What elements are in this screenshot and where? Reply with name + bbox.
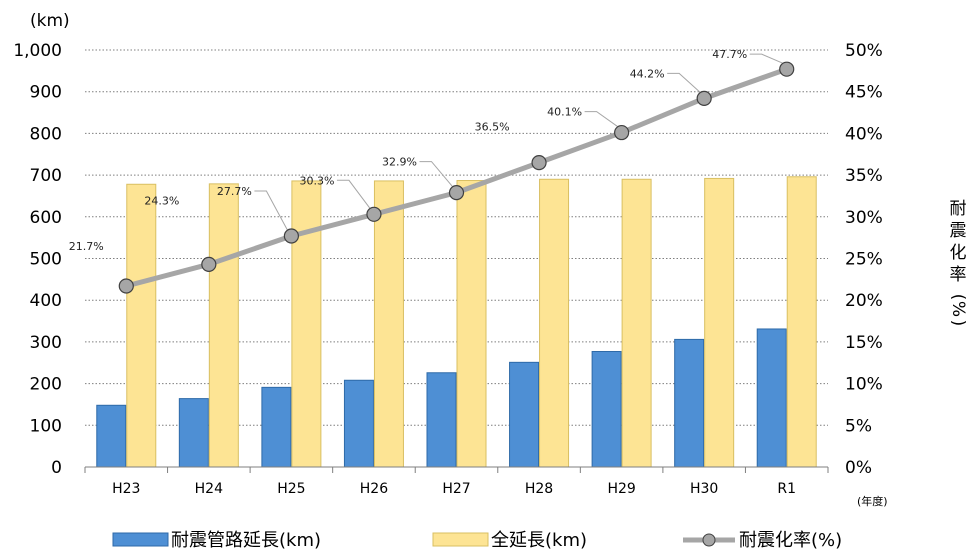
legend-label-rate: 耐震化率(%) xyxy=(739,530,842,551)
y2-tick-label: 0% xyxy=(845,458,872,478)
label-leader-lines xyxy=(254,53,783,231)
rate-data-label: 44.2% xyxy=(630,67,665,80)
bar-total xyxy=(126,183,157,468)
legend: 耐震管路延長(km) 全延長(km) 耐震化率(%) xyxy=(112,530,842,551)
x-tick-label: H23 xyxy=(112,481,140,497)
x-tick-label: H24 xyxy=(195,481,223,497)
rate-marker xyxy=(283,228,299,244)
rate-data-label: 27.7% xyxy=(217,185,252,198)
rate-data-label: 32.9% xyxy=(382,156,417,169)
bar-total xyxy=(291,180,322,468)
y-tick-label: 400 xyxy=(30,291,62,311)
rate-data-label: 47.7% xyxy=(712,48,747,61)
y2-tick-label: 45% xyxy=(845,83,883,103)
leader-line xyxy=(749,53,783,64)
rate-marker xyxy=(614,124,630,141)
x-tick-label: H29 xyxy=(607,481,635,497)
rate-marker xyxy=(531,154,547,171)
rate-marker xyxy=(366,206,382,222)
legend-swatch-rate-marker xyxy=(702,533,716,547)
x-tick-label: H27 xyxy=(442,481,470,497)
legend-label-seismic: 耐震管路延長(km) xyxy=(171,530,321,551)
y2-tick-label: 20% xyxy=(845,291,883,311)
y2-label-char: 震 xyxy=(950,221,967,241)
leader-line xyxy=(336,179,371,209)
y2-label-char: 率 xyxy=(950,265,967,285)
y-tick-label: 700 xyxy=(30,166,62,186)
leader-line xyxy=(584,111,618,127)
x-tick-label: R1 xyxy=(777,481,796,497)
x-tick-label: H28 xyxy=(525,481,553,497)
y-tick-label: 0 xyxy=(51,458,62,478)
data-labels: 21.7% 24.3% 27.7% 30.3% 32.9% 36.5% 40.1% 44.2%… xyxy=(69,48,747,253)
y2-tick-label: 35% xyxy=(845,166,883,186)
rate-marker xyxy=(779,61,795,77)
legend-swatch-total xyxy=(432,532,489,547)
bar-total xyxy=(539,178,570,468)
bar-marks xyxy=(96,176,817,468)
y-tick-label: 1,000 xyxy=(13,41,62,61)
axes xyxy=(84,466,829,473)
y2-axis-label: 耐震化率 (%) xyxy=(948,199,968,326)
y2-label-char: % xyxy=(948,301,968,317)
bar-seismic xyxy=(343,379,374,468)
x-tick-label: H25 xyxy=(277,481,305,497)
bar-seismic xyxy=(178,398,209,468)
bar-seismic xyxy=(756,328,787,468)
leader-line xyxy=(419,161,453,187)
y-axis-unit: (km) xyxy=(30,11,70,31)
leader-line xyxy=(254,190,288,231)
bar-total xyxy=(704,177,735,468)
rate-marker xyxy=(448,185,465,201)
bar-total xyxy=(621,178,652,468)
y-tick-label: 900 xyxy=(30,83,62,103)
rate-data-label: 21.7% xyxy=(69,240,104,253)
rate-marker xyxy=(201,256,217,272)
legend-swatch-seismic xyxy=(112,532,169,547)
rate-data-label: 24.3% xyxy=(144,194,179,207)
tick-labels: 0 100 200 300 400 500 600 700 800 900 1,000 0% 5% 10%… xyxy=(13,41,882,497)
x-axis-label: (年度) xyxy=(857,494,888,508)
rate-data-label: 36.5% xyxy=(475,121,510,134)
y-tick-label: 800 xyxy=(30,124,62,144)
y2-label-char: ( xyxy=(948,294,968,301)
y-tick-label: 600 xyxy=(30,208,62,228)
y2-label-char: 耐 xyxy=(950,199,967,219)
y2-tick-label: 30% xyxy=(845,208,883,228)
y-tick-label: 200 xyxy=(30,375,62,395)
bar-total xyxy=(456,180,487,468)
x-tick-label: H30 xyxy=(690,481,718,497)
bar-seismic xyxy=(96,404,127,468)
y2-tick-label: 40% xyxy=(845,124,883,144)
y2-tick-label: 50% xyxy=(845,41,883,61)
x-tick-label: H26 xyxy=(360,481,388,497)
rate-line xyxy=(118,61,795,294)
legend-label-total: 全延長(km) xyxy=(491,530,587,551)
y2-tick-label: 5% xyxy=(845,416,872,436)
y-tick-label: 100 xyxy=(30,416,62,436)
y-tick-label: 300 xyxy=(30,333,62,353)
leader-line xyxy=(667,72,701,93)
bar-seismic xyxy=(509,361,540,468)
bar-total xyxy=(208,183,239,468)
y-tick-label: 500 xyxy=(30,250,62,270)
y2-tick-label: 25% xyxy=(845,250,883,270)
rate-marker xyxy=(696,90,712,106)
bar-seismic xyxy=(261,386,292,468)
bar-total xyxy=(373,180,404,468)
y2-tick-label: 10% xyxy=(845,375,883,395)
rate-data-label: 40.1% xyxy=(547,106,582,119)
y2-tick-label: 15% xyxy=(845,333,883,353)
bar-seismic xyxy=(674,338,705,468)
y2-label-char: ) xyxy=(948,320,968,327)
bar-total xyxy=(786,176,817,468)
y2-label-char: 化 xyxy=(950,243,967,263)
bar-seismic xyxy=(426,372,457,468)
bar-seismic xyxy=(591,350,622,468)
rate-data-label: 30.3% xyxy=(299,174,334,187)
rate-marker xyxy=(118,278,134,294)
